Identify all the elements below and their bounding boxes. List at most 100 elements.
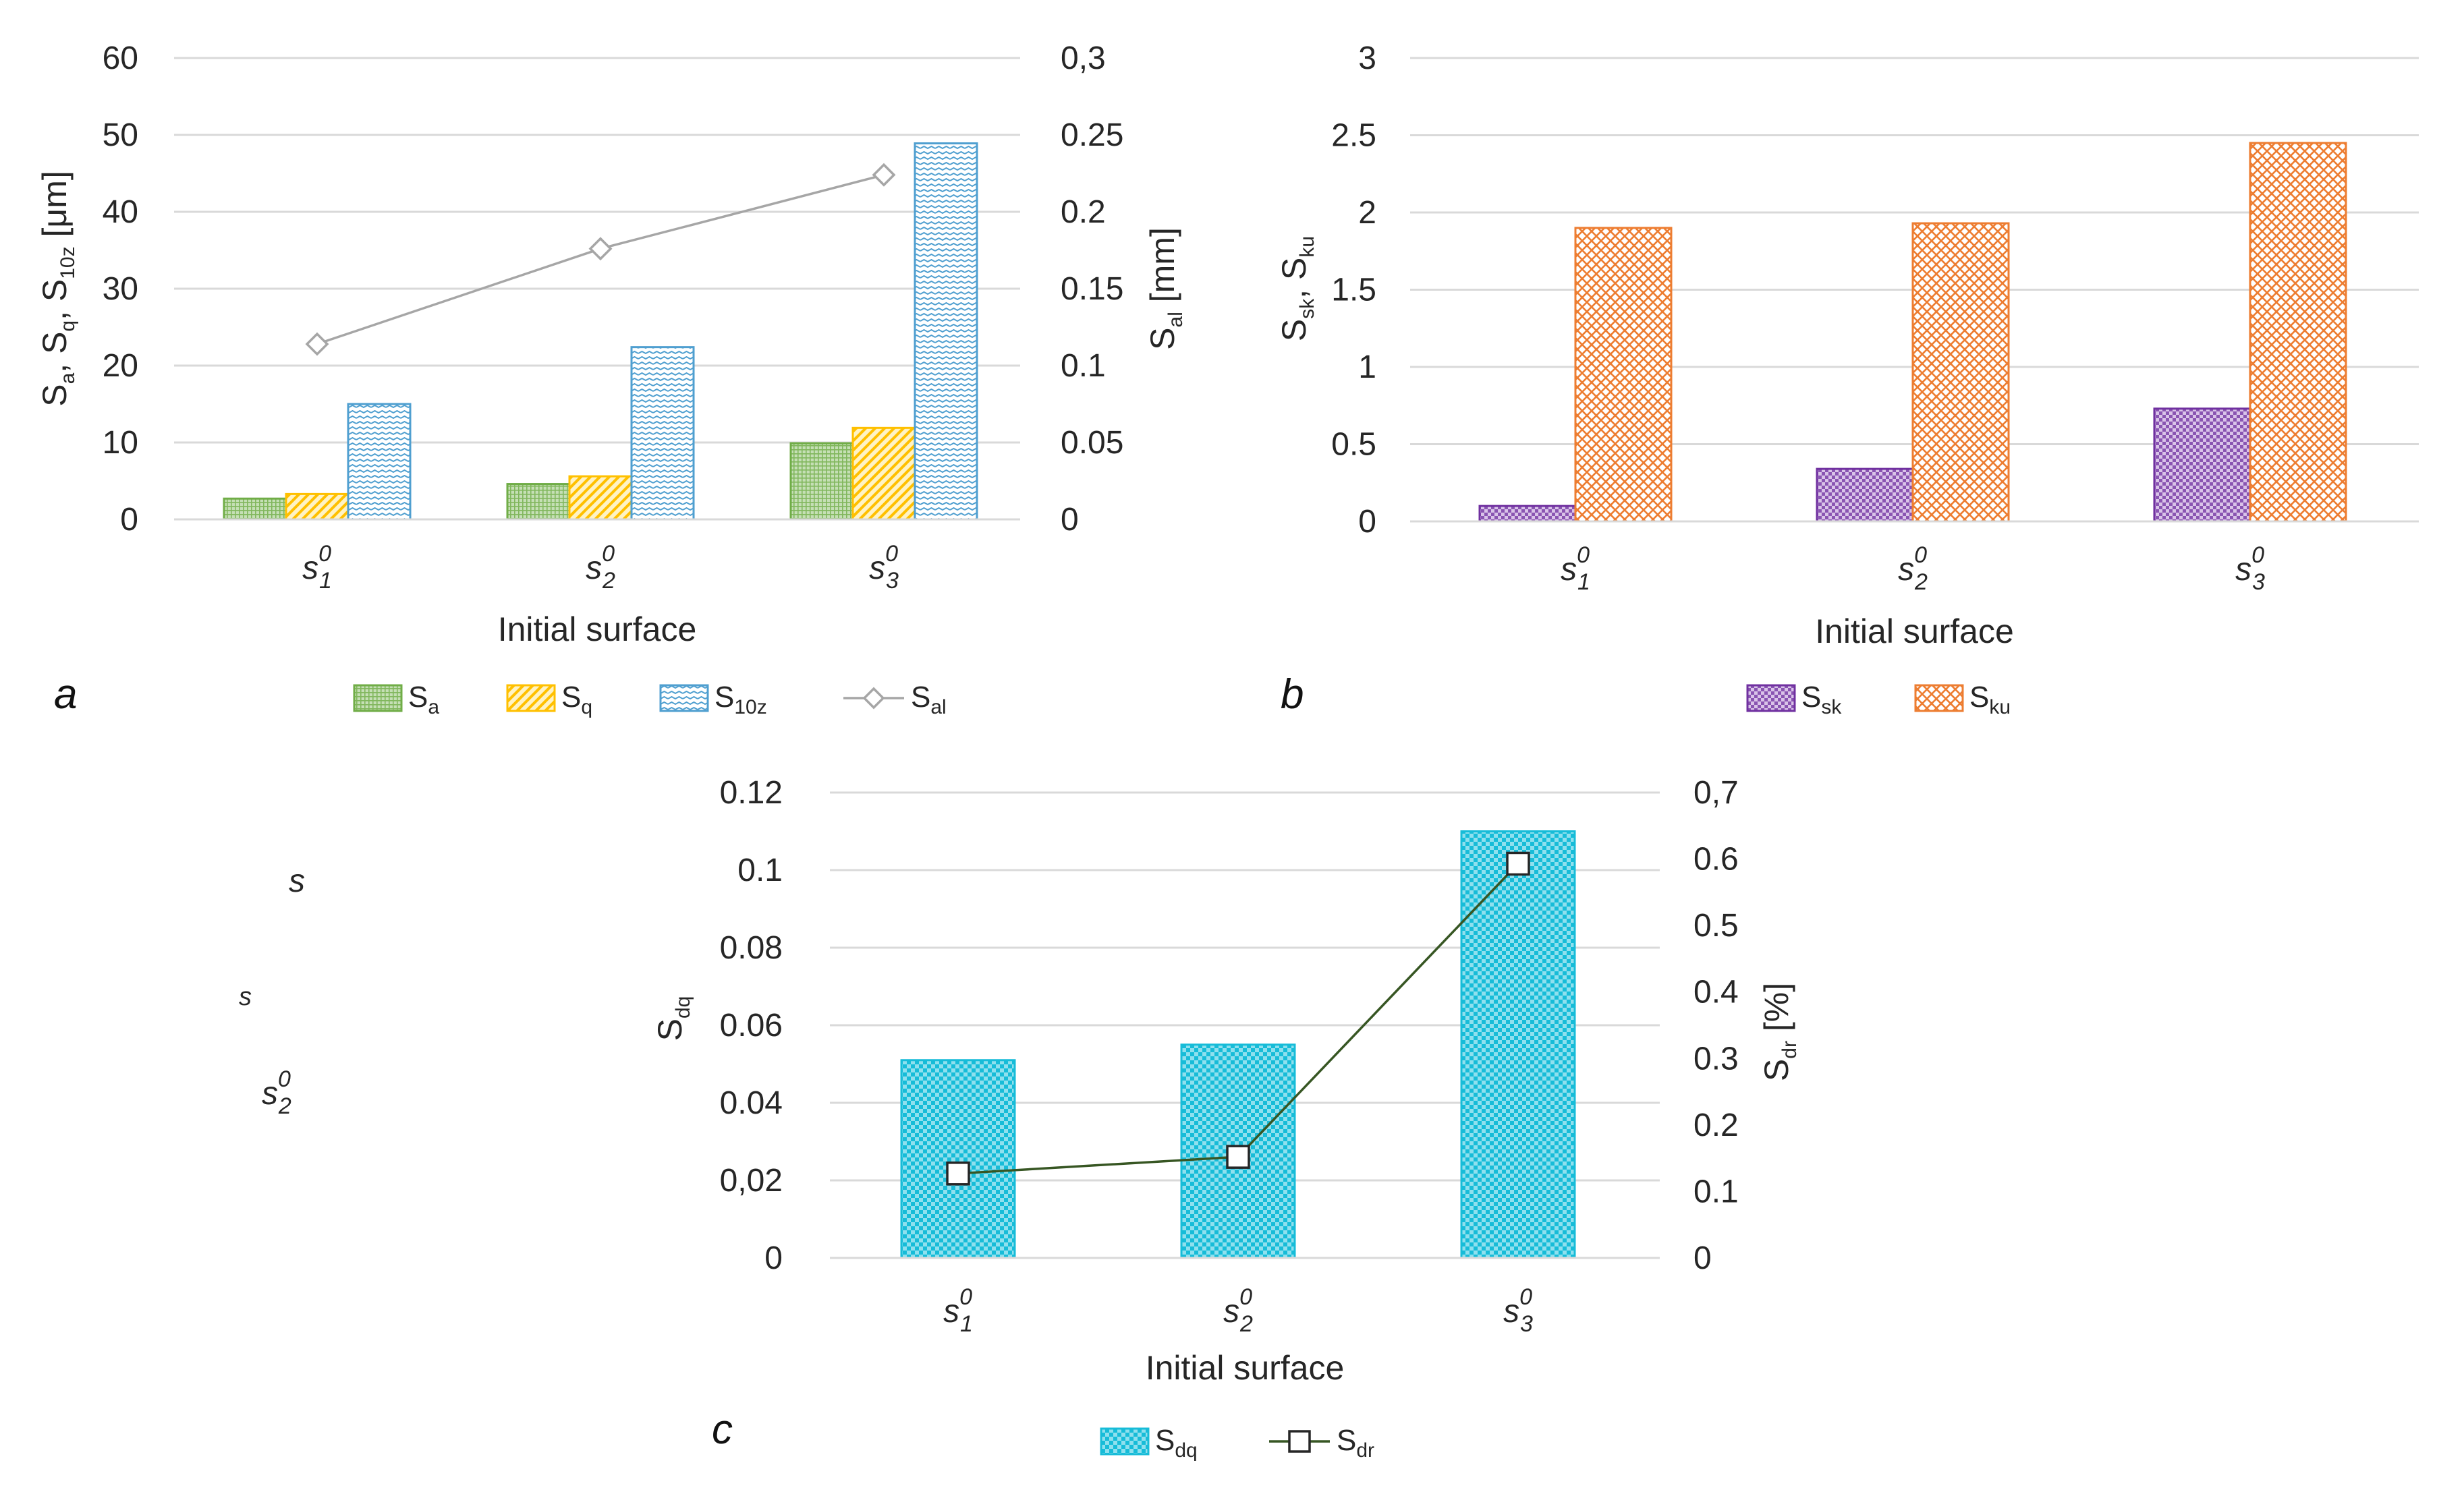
stray-label-3: s0 2	[262, 1066, 291, 1119]
point-sdr	[1506, 851, 1530, 876]
legend-label-ssk: Ssk	[1801, 681, 1842, 718]
legend-label-sq: Sq	[561, 681, 592, 718]
y2-tick-label: 0.05	[1061, 425, 1123, 461]
y-tick-label: 60	[103, 40, 138, 76]
y2-tick-label: 0.2	[1061, 194, 1106, 230]
bar-sa	[506, 483, 571, 521]
bar-sku	[1911, 222, 2010, 523]
panel-letter: b	[1281, 671, 1304, 718]
x-axis-title: Initial surface	[1146, 1349, 1345, 1387]
y2-tick-label: 0,3	[1061, 40, 1106, 76]
y-tick-label: 0,02	[720, 1163, 783, 1199]
bar-sku	[2249, 142, 2347, 523]
legend-swatch-ssk	[1746, 684, 1796, 712]
legend-label-sdq: Sdq	[1155, 1424, 1198, 1462]
y2-tick-label: 0.6	[1693, 842, 1739, 878]
y2-tick-label: 0.4	[1693, 975, 1739, 1010]
point-sdr	[946, 1161, 970, 1186]
y2-tick-label: 0.5	[1693, 908, 1739, 944]
y-tick-label: 20	[103, 348, 138, 384]
bar-sa	[789, 442, 854, 521]
point-sdr	[1226, 1145, 1250, 1169]
bar-sdq	[900, 1059, 1016, 1259]
y-tick-label: 40	[103, 194, 138, 230]
y2-tick-label: 0.1	[1061, 348, 1106, 384]
y-axis-title: Sa, Sq, S10z [μm]	[36, 171, 79, 407]
y2-tick-label: 0.1	[1693, 1174, 1739, 1209]
y-axis-title: Ssk, Sku	[1275, 236, 1318, 341]
y2-axis-title: Sdr [%]	[1758, 983, 1801, 1081]
bar-sq	[851, 426, 916, 521]
y2-tick-label: 0.25	[1061, 117, 1123, 153]
y-tick-label: 0	[120, 502, 138, 538]
y-tick-label: 0.06	[720, 1008, 783, 1043]
y2-tick-label: 0	[1693, 1240, 1712, 1276]
y-tick-label: 0	[1358, 504, 1376, 540]
x-tick-label: s0 3	[2235, 542, 2265, 595]
y-tick-label: 0.1	[737, 853, 783, 888]
legend-swatch-sdq	[1100, 1427, 1150, 1456]
point-sal	[872, 163, 896, 187]
stray-label-2: s	[239, 983, 252, 1011]
stray-label-1: s	[289, 863, 305, 899]
y2-axis-title: Sal [mm]	[1144, 227, 1187, 350]
legend-label-sku: Sku	[1969, 681, 2011, 718]
legend-swatch-sa	[353, 684, 403, 712]
bar-sdq	[1460, 830, 1576, 1259]
x-tick-label: s0 2	[586, 541, 615, 594]
bar-sku	[1574, 227, 1673, 523]
x-tick-label: s0 3	[869, 541, 899, 594]
x-tick-label: s0 3	[1503, 1284, 1533, 1337]
x-tick-label: s0 2	[1898, 542, 1928, 595]
y-tick-label: 1	[1358, 349, 1376, 385]
y2-tick-label: 0.15	[1061, 271, 1123, 307]
bar-ssk	[1816, 467, 1914, 523]
y-tick-label: 0.08	[720, 930, 783, 966]
x-axis-title: Initial surface	[1815, 612, 2014, 650]
chart-panel-a: 0 10 20 30 40 50 60 0 0.05 0.1 0.15 0.2 0.25 0,3 Initi…	[36, 40, 1187, 718]
y2-tick-label: 0	[1061, 502, 1079, 538]
x-tick-label: s0 1	[943, 1284, 973, 1337]
x-tick-label: s0 1	[1561, 542, 1590, 595]
bar-sq	[568, 475, 633, 521]
x-axis-title: Initial surface	[498, 610, 697, 648]
y-axis-title: Sdq	[651, 996, 694, 1041]
legend-swatch-sku	[1914, 684, 1964, 712]
bar-s10z	[347, 403, 412, 521]
panel-letter: c	[712, 1406, 733, 1453]
chart-panel-c: 0 0,02 0.04 0.06 0.08 0.1 0.12 0 0.1 0.2 0.3 0.4 0.5…	[651, 775, 1801, 1462]
bar-s10z	[914, 142, 978, 521]
bar-sq	[285, 492, 349, 521]
point-sal	[305, 332, 329, 356]
y-tick-label: 0.12	[720, 775, 783, 811]
y2-tick-label: 0.3	[1693, 1041, 1739, 1077]
point-sal	[588, 237, 613, 261]
y2-tick-label: 0.2	[1693, 1108, 1739, 1143]
legend-marker-sal	[862, 687, 885, 710]
y-tick-label: 3	[1358, 40, 1376, 76]
legend-marker-sdr	[1288, 1430, 1311, 1453]
y-tick-label: 2	[1358, 195, 1376, 231]
legend-label-sa: Sa	[408, 681, 439, 718]
legend-label-s10z: S10z	[715, 681, 767, 718]
legend-label-sdr: Sdr	[1337, 1424, 1374, 1462]
legend-swatch-sq	[506, 684, 556, 712]
legend-label-sal: Sal	[911, 681, 947, 718]
bar-s10z	[630, 346, 695, 521]
x-tick-label: s0 1	[302, 541, 332, 594]
bar-ssk	[1478, 505, 1577, 523]
y-tick-label: 50	[103, 117, 138, 153]
y-tick-label: 30	[103, 271, 138, 307]
y-tick-label: 10	[103, 425, 138, 461]
y-tick-label: 0.5	[1331, 427, 1376, 463]
y-tick-label: 2.5	[1331, 118, 1376, 154]
bar-ssk	[2153, 407, 2251, 523]
y-tick-label: 1.5	[1331, 272, 1376, 308]
legend-swatch-s10z	[659, 684, 709, 712]
y-tick-label: 0.04	[720, 1085, 783, 1121]
y-tick-label: 0	[764, 1240, 783, 1276]
x-tick-label: s0 2	[1223, 1284, 1253, 1337]
panel-letter: a	[54, 671, 77, 718]
chart-panel-b: 0 0.5 1 1.5 2 2.5 3 Initial surface Ssk, Sku b Ssk…	[1275, 40, 2419, 718]
